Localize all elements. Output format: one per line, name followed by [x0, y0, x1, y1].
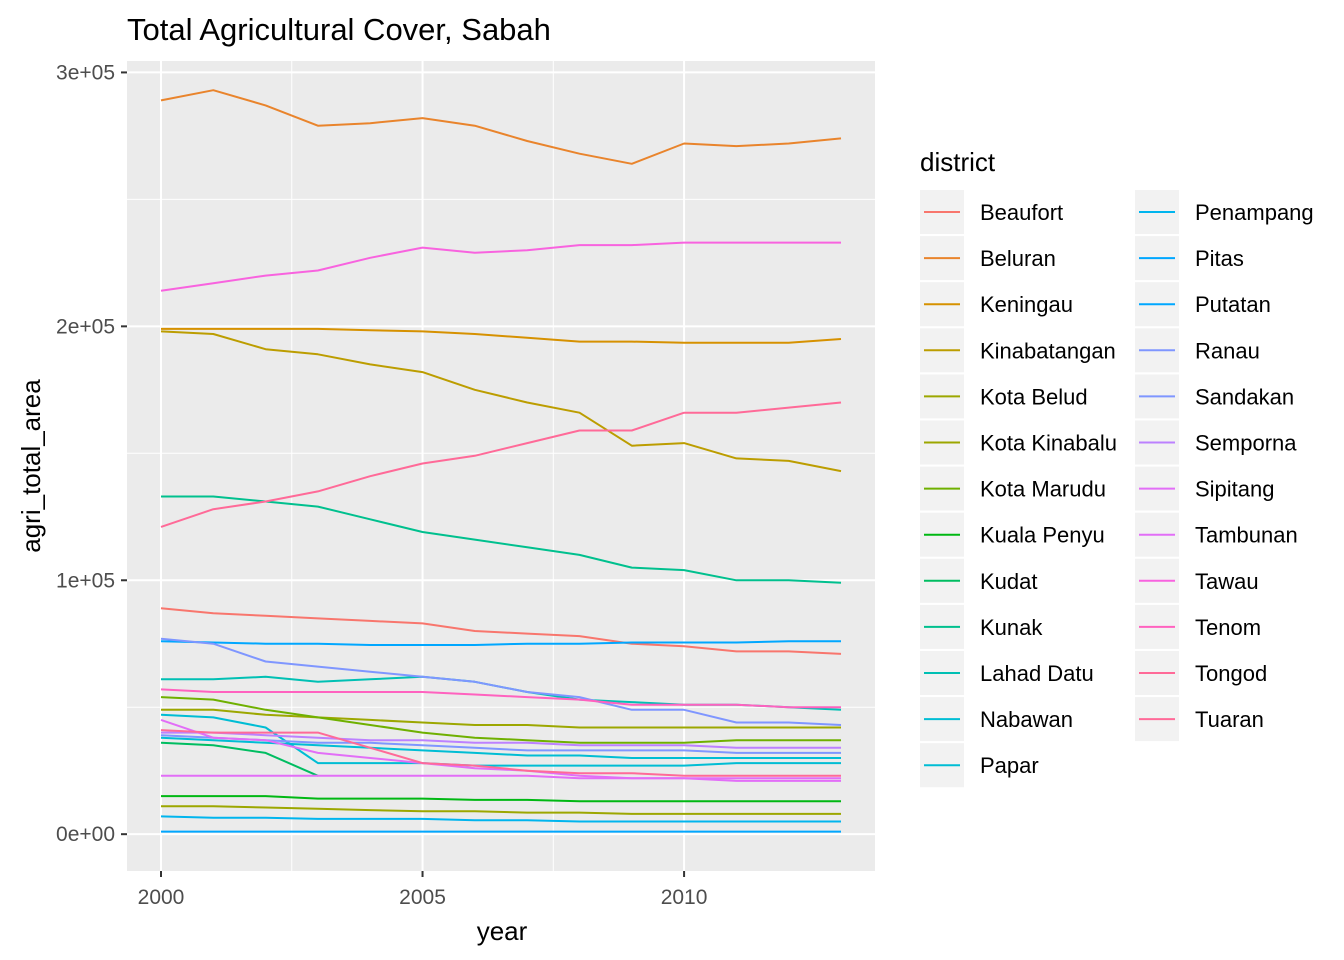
legend-item-ranau: Ranau	[1135, 328, 1260, 373]
x-axis: 2000 2005 2010	[138, 871, 708, 909]
legend-label: Tambunan	[1195, 523, 1298, 548]
y-axis-title: agri_total_area	[16, 379, 46, 553]
legend-label: Pitas	[1195, 246, 1244, 271]
x-tick-label: 2000	[138, 886, 185, 909]
series-line-tuaran	[160, 729, 841, 777]
legend-item-tawau: Tawau	[1135, 558, 1259, 603]
series-line-beaufort	[160, 607, 842, 655]
legend-item-keningau: Keningau	[920, 282, 1073, 327]
major-gridlines	[127, 61, 875, 871]
series-line-penampang	[160, 815, 841, 823]
legend-label: Kunak	[980, 615, 1043, 640]
legend-label: Penampang	[1195, 200, 1314, 225]
legend-label: Tongod	[1195, 661, 1267, 686]
legend-label: Sandakan	[1195, 384, 1294, 409]
series-line-sandakan	[160, 734, 841, 754]
legend-item-kinabatangan: Kinabatangan	[920, 328, 1116, 373]
legend-label: Semporna	[1195, 431, 1297, 456]
y-tick-label: 1e+05	[56, 569, 115, 592]
x-tick-label: 2005	[399, 886, 446, 909]
legend-item-tambunan: Tambunan	[1135, 512, 1298, 557]
series-line-semporna	[161, 731, 841, 749]
legend-item-kota-belud: Kota Belud	[920, 374, 1088, 419]
legend-item-kuala-penyu: Kuala Penyu	[920, 512, 1105, 557]
legend-item-kota-kinabalu: Kota Kinabalu	[920, 420, 1117, 465]
series-line-keningau	[161, 327, 842, 344]
series-line-tongod	[160, 401, 842, 528]
legend-label: Beaufort	[980, 200, 1063, 225]
legend-label: Kota Marudu	[980, 477, 1106, 502]
series-line-kota-marudu	[160, 696, 841, 744]
y-tick-label: 3e+05	[56, 61, 115, 84]
legend: district Beaufort Beluran Keningau Kinabata…	[920, 147, 1314, 788]
y-axis: 0e+00 1e+05 2e+05 3e+05	[56, 61, 127, 846]
legend-label: Papar	[980, 753, 1039, 778]
minor-gridlines	[127, 61, 875, 871]
legend-item-kunak: Kunak	[920, 604, 1043, 649]
series-line-beluran	[160, 89, 842, 165]
legend-item-lahad-datu: Lahad Datu	[920, 651, 1094, 695]
x-axis-title: year	[477, 916, 528, 946]
legend-label: Lahad Datu	[980, 661, 1094, 686]
legend-label: Beluran	[980, 246, 1056, 271]
legend-item-kota-marudu: Kota Marudu	[920, 466, 1106, 511]
x-tick-label: 2010	[661, 886, 708, 909]
series-line-kunak	[161, 495, 842, 584]
legend-item-sandakan: Sandakan	[1135, 374, 1294, 419]
legend-item-putatan: Putatan	[1135, 282, 1271, 327]
series-line-kota-kinabalu	[161, 805, 841, 815]
legend-label: Putatan	[1195, 292, 1271, 317]
legend-label: Kinabatangan	[980, 338, 1116, 363]
legend-label: Sipitang	[1195, 477, 1275, 502]
series-line-ranau	[160, 637, 842, 726]
legend-item-sipitang: Sipitang	[1135, 466, 1275, 511]
legend-item-tuaran: Tuaran	[1135, 697, 1264, 742]
series-line-tenom	[160, 688, 841, 709]
legend-item-tenom: Tenom	[1135, 604, 1261, 649]
legend-item-tongod: Tongod	[1135, 651, 1267, 695]
legend-item-nabawan: Nabawan	[920, 697, 1073, 742]
legend-item-beluran: Beluran	[920, 236, 1056, 281]
legend-label: Tawau	[1195, 569, 1259, 594]
chart-title: Total Agricultural Cover, Sabah	[127, 12, 551, 47]
legend-title: district	[920, 147, 996, 177]
legend-item-papar: Papar	[920, 743, 1039, 788]
series-lines	[160, 89, 842, 833]
series-line-kuala-penyu	[161, 795, 841, 803]
legend-label: Kota Belud	[980, 384, 1088, 409]
series-line-sipitang	[161, 774, 841, 780]
legend-label: Nabawan	[980, 707, 1073, 732]
legend-item-penampang: Penampang	[1135, 190, 1314, 234]
legend-label: Kota Kinabalu	[980, 431, 1117, 456]
series-line-tawau	[160, 241, 841, 292]
legend-label: Keningau	[980, 292, 1073, 317]
legend-label: Tuaran	[1195, 707, 1264, 732]
legend-item-pitas: Pitas	[1135, 236, 1244, 281]
series-line-tambunan	[160, 718, 841, 782]
series-line-kota-belud	[161, 708, 841, 729]
legend-item-kudat: Kudat	[920, 558, 1038, 603]
legend-label: Ranau	[1195, 338, 1260, 363]
y-tick-label: 2e+05	[56, 315, 115, 338]
plot-panel	[127, 61, 875, 871]
legend-item-beaufort: Beaufort	[920, 190, 1063, 234]
legend-label: Kudat	[980, 569, 1038, 594]
legend-label: Kuala Penyu	[980, 523, 1105, 548]
series-line-kudat	[160, 741, 319, 777]
series-line-putatan	[160, 640, 841, 646]
series-line-kinabatangan	[160, 330, 842, 473]
legend-item-semporna: Semporna	[1135, 420, 1297, 465]
y-tick-label: 0e+00	[56, 823, 115, 846]
legend-label: Tenom	[1195, 615, 1261, 640]
